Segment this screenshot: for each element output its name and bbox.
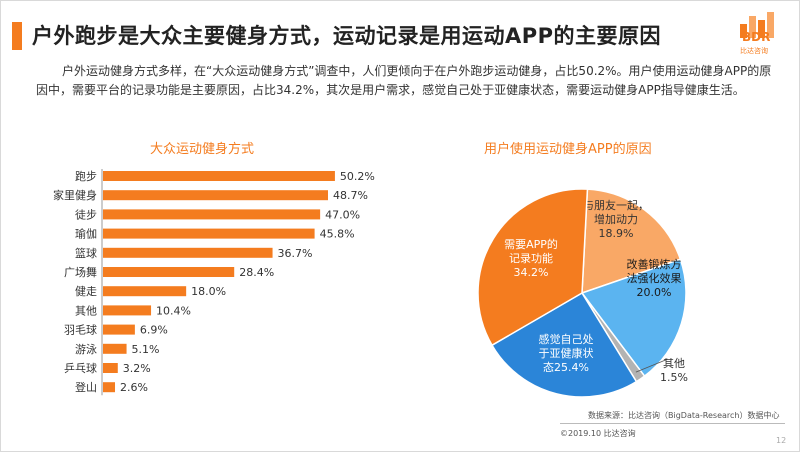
bar [103, 267, 235, 277]
bar-value-label: 36.7% [278, 247, 313, 260]
bar [103, 247, 273, 258]
bar [103, 305, 152, 316]
bar-category-label: 跑步 [75, 169, 97, 183]
logo-subtext: 比达咨询 [740, 47, 768, 55]
pie-leader-line [635, 358, 669, 373]
bar-category-label: 家里健身 [53, 188, 97, 202]
bar-value-label: 6.9% [140, 324, 168, 337]
bar-chart-title: 大众运动健身方式 [150, 142, 255, 157]
pie-slice-label: 需要APP的记录功能 34.2% [504, 237, 558, 279]
footer-divider [560, 423, 785, 424]
pie-slice [491, 291, 638, 398]
bar [103, 324, 135, 335]
pie-slice [477, 188, 589, 347]
bar-category-label: 篮球 [75, 246, 97, 260]
bar-value-label: 28.4% [239, 266, 274, 279]
bar [103, 171, 335, 181]
bar-value-label: 48.7% [333, 189, 368, 202]
logo-text: BDR [742, 30, 771, 44]
bar [103, 209, 321, 220]
pie-chart-title: 用户使用运动健身APP的原因 [484, 142, 652, 157]
page-number: 12 [776, 436, 787, 445]
bar-value-label: 10.4% [156, 304, 191, 317]
bar-value-label: 47.0% [325, 208, 360, 221]
bar-category-label: 健走 [75, 285, 97, 298]
bar-category-label: 其他 [75, 304, 97, 317]
data-source-note: 数据来源：比达咨询（BigData-Research）数据中心 [588, 411, 780, 420]
copyright-note: ©2019.10 比达咨询 [560, 429, 636, 438]
bar-category-label: 羽毛球 [64, 323, 97, 337]
bar-value-label: 5.1% [132, 343, 160, 356]
bar-category-label: 游泳 [75, 342, 97, 356]
bar [103, 228, 315, 239]
bar [103, 286, 187, 297]
bar [103, 190, 328, 201]
bar-value-label: 45.8% [320, 228, 355, 241]
bdr-logo-icon [740, 12, 774, 38]
bar [103, 382, 116, 393]
bar-category-label: 乒乓球 [64, 361, 97, 375]
intro-paragraph: 户外运动健身方式多样，在“大众运动健身方式”调查中，人们更倾向于在户外跑步运动健… [36, 64, 772, 97]
pie-slice-label: 改善锻炼方法强化效果 20.0% [627, 257, 682, 299]
pie-slice-label: 与朋友一起，增加动力 18.9% [583, 198, 649, 240]
bar-category-label: 徒步 [75, 207, 97, 221]
title-accent-bar [12, 22, 22, 50]
bar-value-label: 3.2% [123, 362, 151, 375]
bar-value-label: 2.6% [120, 381, 148, 394]
bar [103, 343, 127, 354]
pie-slice-label: 其他 1.5% [660, 357, 688, 384]
bar-category-label: 广场舞 [64, 265, 97, 279]
bar-value-label: 50.2% [340, 170, 375, 183]
pie-slice-label: 感觉自己处于亚健康状态25.4% [539, 333, 594, 374]
bar-category-label: 瑜伽 [75, 227, 97, 241]
bar-value-label: 18.0% [191, 285, 226, 298]
bar-category-label: 登山 [75, 380, 97, 394]
slide-title: 户外跑步是大众主要健身方式，运动记录是用运动APP的主要原因 [32, 24, 662, 48]
bar [103, 363, 118, 373]
pie-slice [580, 258, 687, 378]
